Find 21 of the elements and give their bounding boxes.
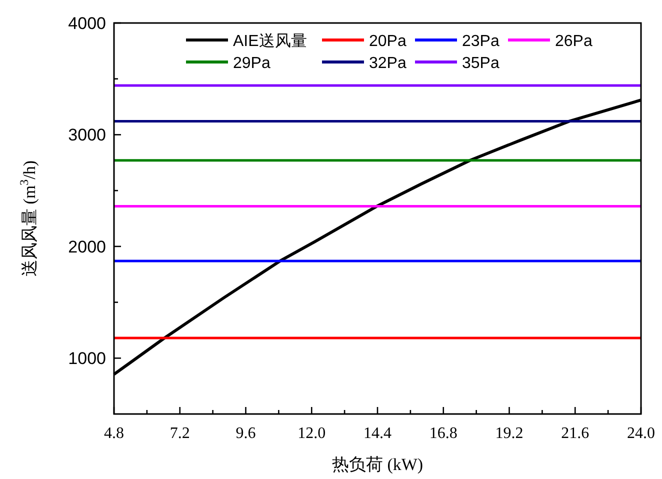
legend-label: AIE送风量: [233, 33, 307, 50]
x-tick-label: 16.8: [429, 425, 458, 442]
x-tick-label: 24.0: [627, 425, 655, 442]
x-tick-label: 21.6: [561, 425, 590, 442]
x-tick-label: 12.0: [298, 425, 326, 442]
y-tick-label: 1000: [68, 349, 106, 368]
y-tick-label: 4000: [68, 14, 106, 33]
y-tick-label: 3000: [68, 126, 106, 145]
legend-label: 29Pa: [233, 55, 270, 72]
legend-label: 20Pa: [369, 33, 406, 50]
legend-label: 23Pa: [462, 33, 500, 50]
x-tick-label: 7.2: [170, 425, 190, 442]
y-tick-label: 2000: [68, 237, 106, 256]
x-tick-label: 9.6: [236, 425, 256, 442]
x-tick-label: 4.8: [104, 425, 124, 442]
legend-label: 35Pa: [462, 55, 500, 72]
x-axis-title: 热负荷 (kW): [332, 455, 424, 474]
x-tick-label: 19.2: [495, 425, 524, 442]
legend-label: 32Pa: [369, 55, 406, 72]
x-tick-label: 14.4: [364, 425, 392, 442]
legend-label: 26Pa: [555, 33, 592, 50]
